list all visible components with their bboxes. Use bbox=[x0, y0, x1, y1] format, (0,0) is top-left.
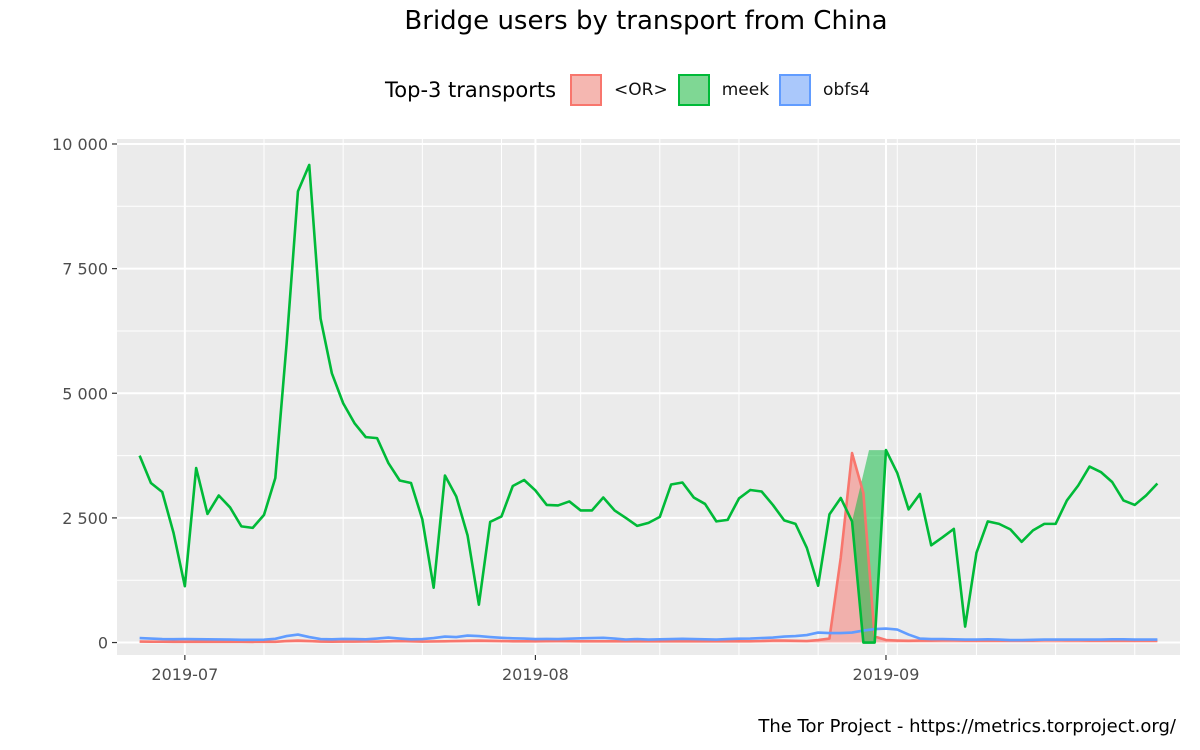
legend-item-obfs4: obfs4 bbox=[779, 74, 870, 106]
legend-item-meek: meek bbox=[677, 74, 770, 106]
legend-swatch-or bbox=[570, 74, 603, 106]
series-line-obfs4 bbox=[139, 627, 1158, 642]
y-tick-label: 0 bbox=[98, 634, 108, 653]
legend-item-or: <OR> bbox=[570, 74, 668, 106]
series-lines bbox=[138, 163, 1159, 644]
series-line-meek bbox=[138, 163, 1159, 644]
legend-label-obfs4: obfs4 bbox=[823, 80, 870, 100]
legend: Top-3 transports <OR> meek obfs4 bbox=[385, 72, 880, 108]
y-tick-label: 7 500 bbox=[62, 260, 108, 279]
x-tick-label: 2019-07 bbox=[151, 665, 218, 684]
x-tick-label: 2019-08 bbox=[502, 665, 569, 684]
legend-swatch-meek bbox=[677, 74, 710, 106]
chart-title: Bridge users by transport from China bbox=[404, 6, 888, 36]
legend-label-or: <OR> bbox=[614, 80, 668, 100]
x-tick-label: 2019-09 bbox=[853, 665, 920, 684]
legend-label-meek: meek bbox=[721, 80, 770, 100]
legend-swatch-obfs4 bbox=[779, 74, 812, 106]
plot-panel bbox=[117, 139, 1180, 655]
axes: 0 2 500 5 000 7 500 10 000 2019-07 2019-08 2019… bbox=[52, 135, 919, 684]
y-tick-label: 10 000 bbox=[52, 135, 108, 154]
y-tick-label: 2 500 bbox=[62, 509, 108, 528]
y-tick-label: 5 000 bbox=[62, 384, 108, 403]
source-caption: The Tor Project - https://metrics.torpro… bbox=[758, 716, 1176, 737]
legend-title: Top-3 transports bbox=[385, 78, 557, 102]
